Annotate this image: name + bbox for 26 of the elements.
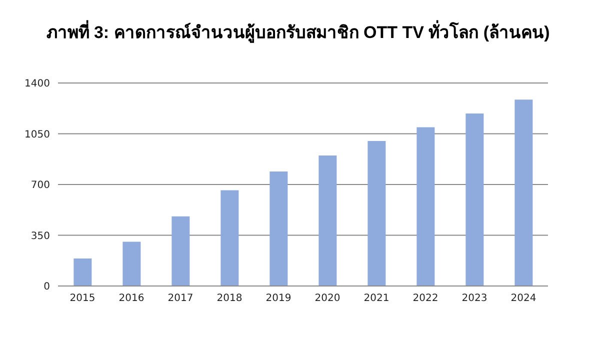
y-tick-label: 1050 — [24, 129, 50, 140]
y-tick-label: 700 — [30, 180, 50, 192]
x-tick-label: 2021 — [364, 293, 390, 304]
bar — [74, 258, 92, 286]
bar — [514, 100, 533, 286]
y-tick-label: 1400 — [24, 78, 50, 90]
y-tick-label: 350 — [30, 230, 50, 242]
x-tick-label: 2015 — [70, 293, 96, 304]
bar — [416, 127, 435, 286]
x-tick-label: 2019 — [266, 293, 292, 304]
bar — [318, 156, 337, 286]
bar — [368, 141, 386, 286]
chart-title: ภาพที่ 3: คาดการณ์จำนวนผู้บอกรับสมาชิก OTT TV ทั่วโลก (ล้านคน) — [45, 19, 551, 45]
x-tick-label: 2016 — [118, 293, 144, 304]
bar — [122, 242, 141, 286]
x-tick-label: 2020 — [314, 293, 340, 304]
bar — [172, 216, 190, 286]
bar — [270, 171, 288, 286]
bar — [466, 113, 484, 286]
x-tick-label: 2017 — [168, 293, 194, 304]
x-tick-label: 2023 — [462, 293, 488, 304]
x-tick-label: 2022 — [412, 293, 438, 304]
x-tick-label: 2024 — [510, 293, 536, 304]
y-tick-label: 0 — [44, 282, 50, 293]
x-tick-label: 2018 — [216, 293, 242, 304]
bar — [220, 190, 239, 286]
